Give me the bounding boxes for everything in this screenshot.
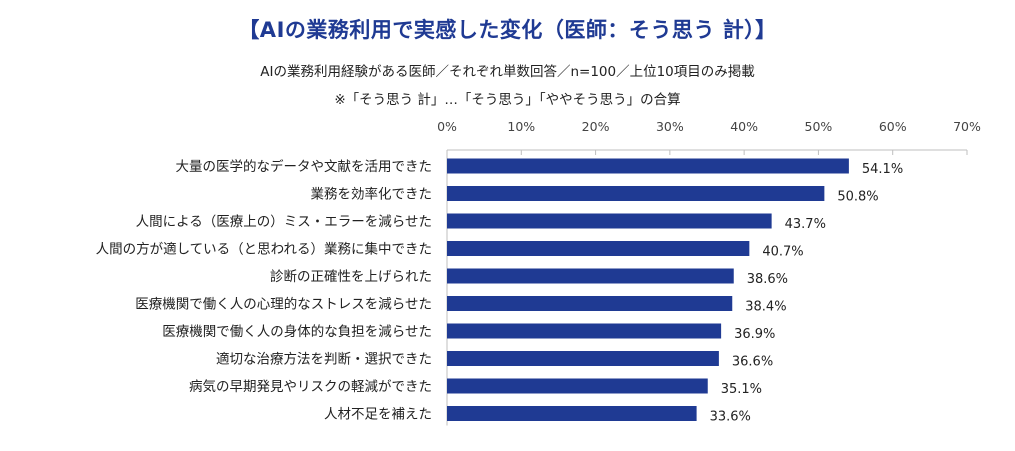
bar	[447, 213, 772, 229]
data-label: 36.9%	[734, 327, 775, 342]
bar	[447, 158, 849, 174]
data-label: 38.6%	[747, 272, 788, 287]
category-label: 人間の方が適している（と思われる）業務に集中できた	[96, 241, 432, 258]
data-label: 43.7%	[785, 217, 826, 232]
bar	[447, 186, 825, 201]
bar	[447, 296, 733, 311]
data-label: 33.6%	[710, 410, 751, 425]
data-label: 38.4%	[745, 300, 786, 315]
category-label: 病気の早期発見やリスクの軽減ができた	[189, 378, 432, 395]
category-label: 人材不足を補えた	[324, 407, 432, 423]
category-label: 人間による（医療上の）ミス・エラーを減らせた	[136, 213, 432, 230]
x-tick-label: 30%	[656, 119, 684, 134]
bar	[447, 268, 734, 284]
category-label: 適切な治療方法を判断・選択できた	[216, 351, 432, 368]
data-label: 40.7%	[762, 245, 803, 260]
x-tick-label: 10%	[507, 119, 535, 134]
data-label: 50.8%	[837, 190, 878, 205]
bar	[447, 378, 708, 394]
bar	[447, 241, 750, 256]
data-label: 36.6%	[732, 355, 773, 370]
category-label: 大量の医学的なデータや文献を活用できた	[176, 158, 433, 175]
x-tick-label: 40%	[730, 119, 758, 134]
category-label: 診断の正確性を上げられた	[270, 269, 432, 285]
bar	[447, 406, 697, 421]
x-tick-label: 20%	[582, 119, 610, 134]
x-tick-label: 60%	[879, 119, 907, 134]
chart-note: ※「そう思う 計」…「そう思う」「ややそう思う」の合算	[334, 92, 681, 108]
category-label: 業務を効率化できた	[311, 186, 433, 203]
category-label: 医療機関で働く人の心理的なストレスを減らせた	[135, 296, 432, 313]
x-tick-label: 0%	[437, 119, 457, 134]
x-tick-label: 70%	[953, 119, 981, 134]
chart-subtitle: AIの業務利用経験がある医師／それぞれ単数回答／n=100／上位10項目のみ掲載	[260, 64, 755, 80]
chart-title: 【AIの業務利用で実感した変化（医師：そう思う 計）】	[238, 18, 777, 42]
data-label: 35.1%	[721, 382, 762, 397]
bar	[447, 351, 719, 366]
bar	[447, 323, 722, 339]
x-tick-label: 50%	[805, 119, 833, 134]
category-label: 医療機関で働く人の身体的な負担を減らせた	[162, 323, 432, 340]
data-label: 54.1%	[862, 162, 903, 177]
